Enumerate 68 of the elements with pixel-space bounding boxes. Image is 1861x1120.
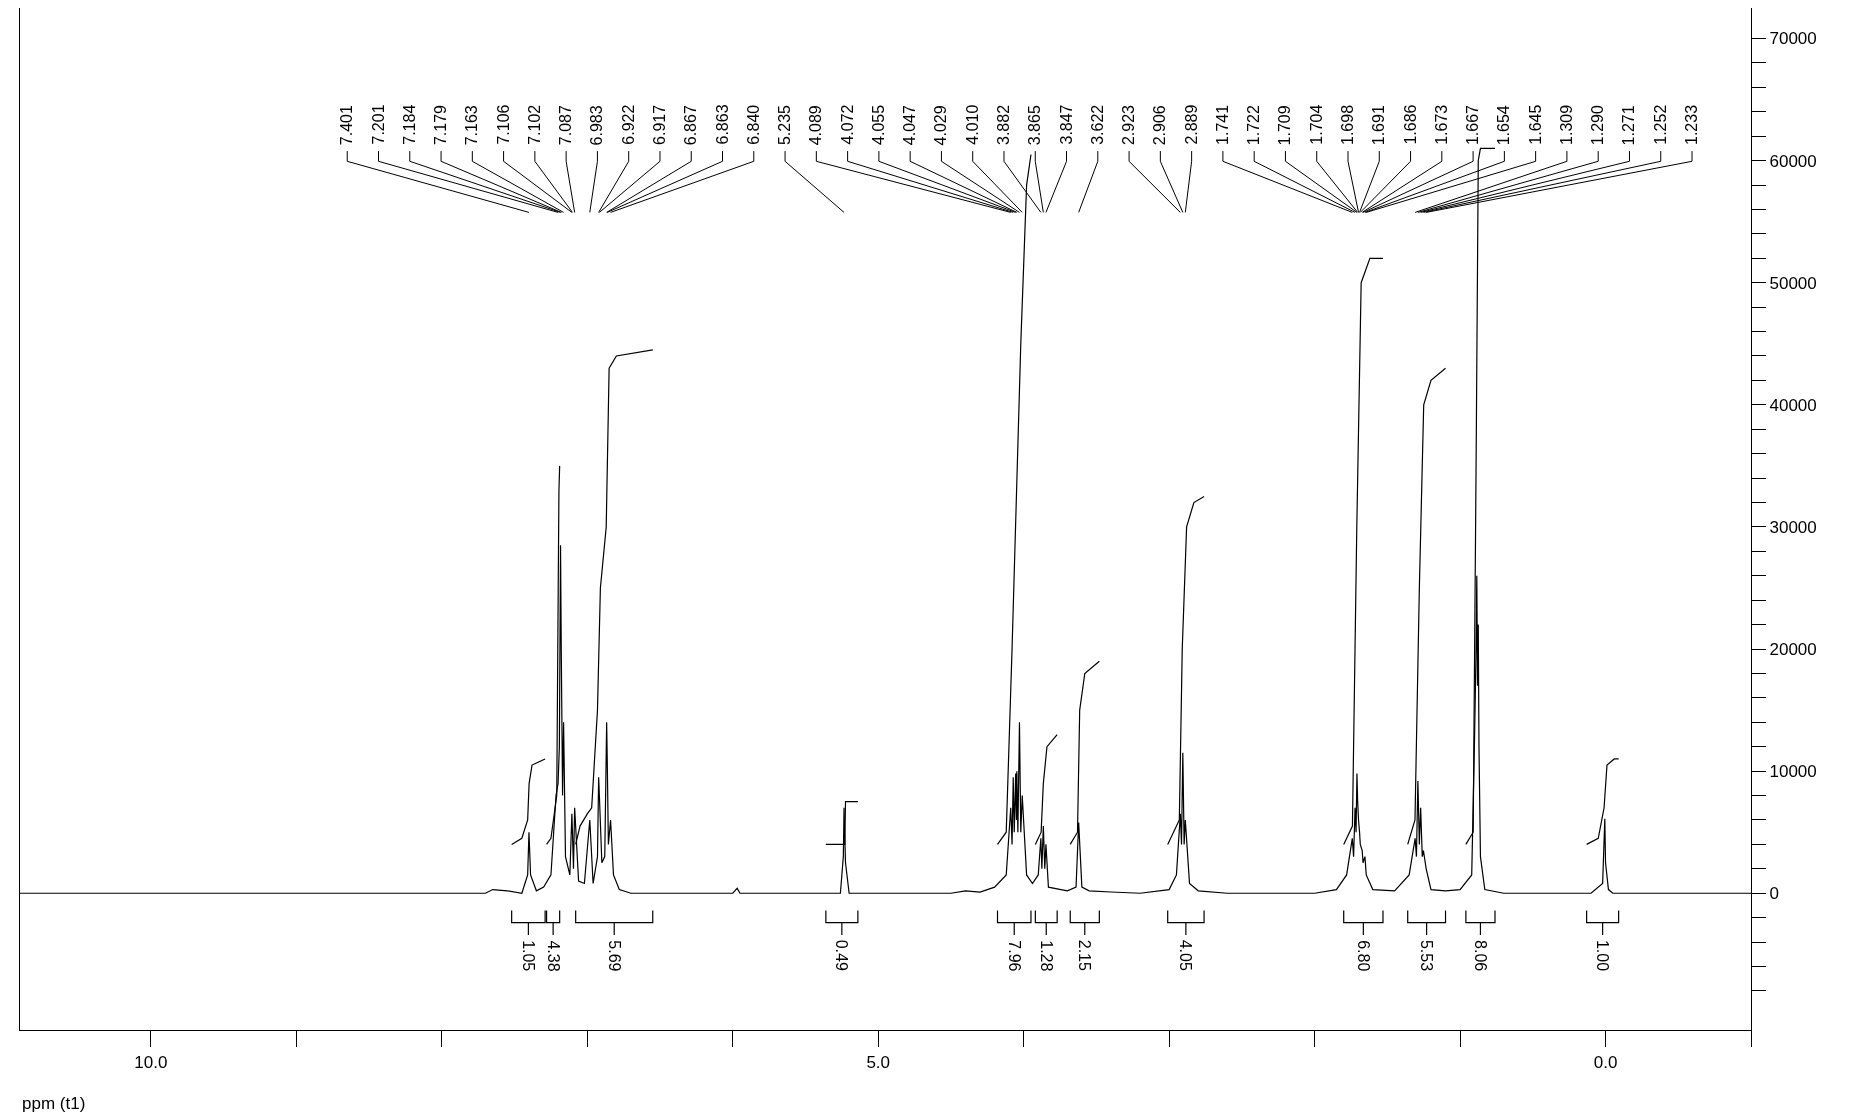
y-tick-label: 0: [1769, 884, 1779, 904]
annotation: 7.106: [494, 104, 512, 145]
annotation: 7.179: [432, 104, 450, 146]
annotation: 1.290: [1589, 105, 1607, 146]
y-tick-label: 10000: [1769, 762, 1817, 782]
annotation: 6.922: [619, 104, 637, 145]
annotation: 1.233: [1683, 104, 1701, 146]
legend-label: 1.28: [1037, 940, 1055, 972]
legend-label: 1.05: [519, 940, 537, 972]
annotation: 1.709: [1276, 105, 1294, 146]
annotation: 1.722: [1245, 105, 1263, 146]
y-tick-label: 40000: [1769, 395, 1817, 415]
y-tick-label: 30000: [1769, 517, 1817, 537]
annotation: 2.906: [1151, 105, 1169, 146]
annotation: 1.686: [1401, 104, 1419, 145]
legend-label: 4.38: [544, 940, 562, 972]
annotation: 6.983: [588, 105, 606, 146]
y-tick-label: 20000: [1769, 639, 1817, 659]
annotation: 1.309: [1557, 104, 1575, 145]
y-tick-label: 50000: [1769, 273, 1817, 293]
annotation: 7.087: [557, 104, 575, 146]
annotation: 4.029: [932, 105, 950, 146]
annotation: 7.201: [369, 104, 387, 145]
annotation: 4.055: [869, 104, 887, 145]
legend-label: 2.15: [1076, 939, 1094, 971]
annotation: 3.622: [1088, 104, 1106, 145]
x-tick-label: 0.0: [1593, 1052, 1618, 1072]
y-tick-label: 70000: [1769, 29, 1817, 49]
annotation: 3.847: [1057, 104, 1075, 145]
annotation: 1.654: [1495, 105, 1513, 146]
annotation: 3.882: [994, 104, 1012, 145]
annotation: 1.271: [1620, 105, 1638, 146]
annotation: 1.741: [1213, 104, 1231, 145]
annotation: 4.010: [963, 104, 981, 145]
annotation: 6.863: [713, 104, 731, 145]
annotation: 1.673: [1432, 104, 1450, 145]
annotation: 7.163: [463, 105, 481, 146]
legend-label: 1.00: [1594, 939, 1612, 972]
annotation: 1.252: [1651, 104, 1669, 145]
annotation: 6.917: [650, 104, 668, 145]
annotation: 1.645: [1526, 104, 1544, 145]
legend-label: 6.80: [1354, 940, 1372, 972]
annotation: 6.840: [744, 104, 762, 145]
annotation: 4.089: [807, 105, 825, 146]
legend-label: 5.53: [1418, 939, 1436, 972]
annotation: 2.923: [1120, 104, 1138, 146]
annotation: 4.047: [901, 105, 919, 146]
annotation: 6.867: [682, 105, 700, 146]
annotation: 5.235: [776, 104, 794, 146]
y-tick-label: 60000: [1769, 151, 1817, 171]
annotation: 3.865: [1026, 105, 1044, 146]
legend-label: 0.49: [833, 939, 851, 971]
annotation: 1.691: [1370, 105, 1388, 146]
annotation: 4.072: [838, 104, 856, 145]
legend-label: 8.06: [1471, 940, 1489, 972]
legend-label: 7.96: [1005, 940, 1023, 972]
annotation: 7.102: [525, 104, 543, 145]
legend-label: 4.05: [1177, 939, 1195, 971]
annotation: 7.401: [338, 105, 356, 146]
x-axis-title: ppm (t1): [22, 1094, 86, 1113]
x-tick-label: 5.0: [866, 1052, 891, 1072]
legend-label: 5.69: [605, 940, 623, 972]
annotation: 2.889: [1182, 104, 1200, 145]
annotation: 7.184: [400, 104, 418, 145]
x-tick-label: 10.0: [134, 1052, 168, 1072]
annotation: 1.704: [1307, 104, 1325, 145]
annotation: 1.698: [1339, 104, 1357, 145]
annotation: 1.667: [1464, 104, 1482, 146]
